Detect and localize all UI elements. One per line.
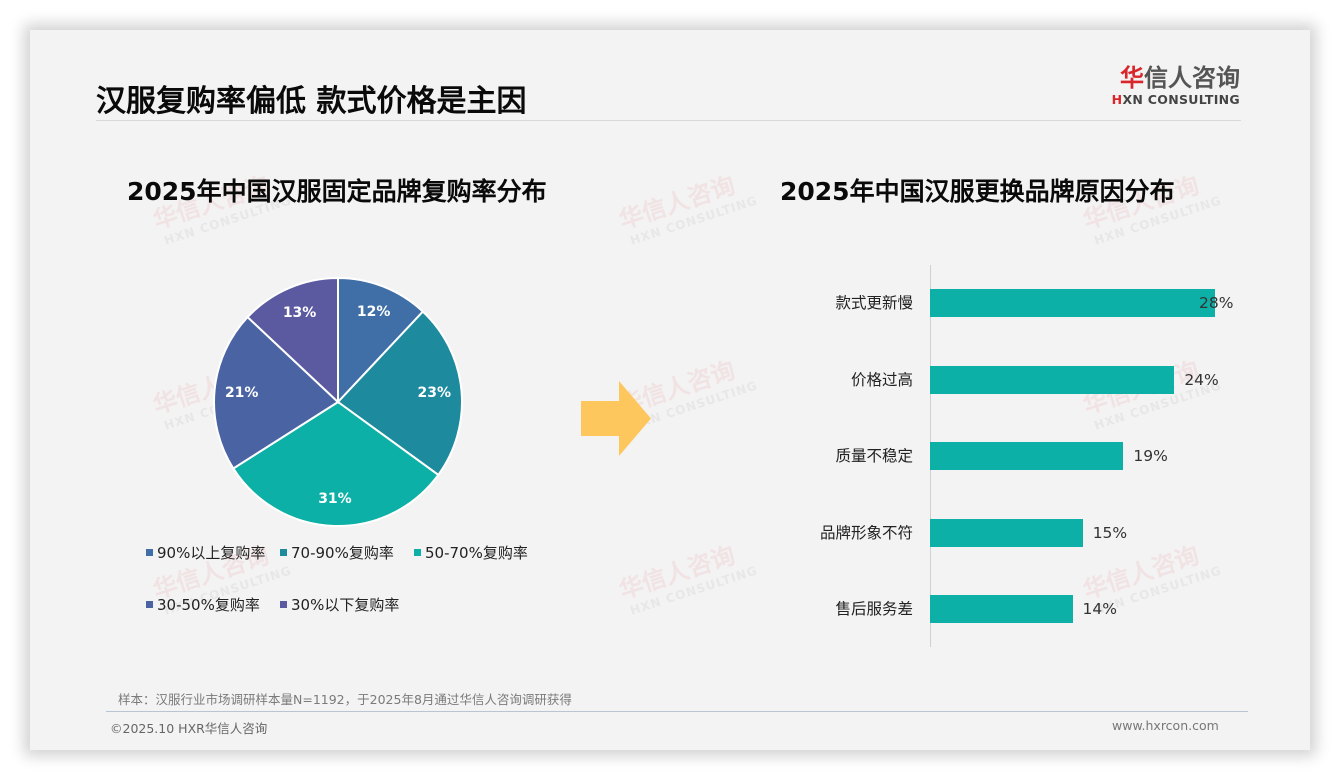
logo-chinese: 华信人咨询: [1120, 64, 1240, 92]
legend-item: 70-90%复购率: [280, 542, 394, 563]
legend-swatch: [280, 601, 287, 608]
right-arrow-icon: [581, 381, 651, 456]
bar-category-label: 售后服务差: [835, 600, 913, 618]
bar-row: 质量不稳定 19%: [790, 442, 1310, 470]
bar-row: 品牌形象不符 15%: [790, 519, 1310, 547]
pie-chart: 12% 23% 31% 21% 13%: [213, 276, 463, 528]
pie-slice-label: 31%: [318, 490, 352, 507]
bar-value-label: 19%: [1133, 447, 1168, 465]
pie-slice: [246, 276, 339, 405]
source-note: 样本：汉服行业市场调研样本量N=1192，于2025年8月通过华信人咨询调研获得: [118, 692, 572, 707]
bar-row: 价格过高 24%: [790, 366, 1310, 394]
bar: [930, 595, 1073, 623]
footer-divider: [106, 711, 1248, 712]
copyright: ©2025.10 HXR华信人咨询: [110, 721, 268, 736]
pie-slice-label: 23%: [417, 384, 452, 401]
bar-row: 售后服务差 14%: [790, 595, 1310, 623]
pie-slice: [337, 276, 425, 405]
bar-row: 款式更新慢 28%: [790, 289, 1310, 317]
pie-slice: [231, 400, 440, 528]
legend-item: 50-70%复购率: [414, 542, 528, 563]
legend-swatch: [146, 601, 153, 608]
bar-value-label: 15%: [1092, 524, 1128, 542]
legend-swatch: [280, 549, 287, 556]
legend-item: 90%以上复购率: [146, 542, 265, 563]
page-title: 汉服复购率偏低 款式价格是主因: [96, 84, 527, 119]
company-logo: 华信人咨询 HXN CONSULTING: [1110, 64, 1240, 107]
bar-category-label: 款式更新慢: [835, 294, 913, 312]
bar-value-label: 14%: [1082, 600, 1117, 618]
bar-category-label: 品牌形象不符: [819, 524, 913, 542]
bar: [930, 442, 1124, 470]
pie-chart-title: 2025年中国汉服固定品牌复购率分布: [127, 177, 547, 206]
legend-item: 30-50%复购率: [146, 594, 260, 615]
bar-value-label: 24%: [1184, 371, 1219, 389]
pie-chart-graphic: [213, 276, 463, 528]
pie-slice-label: 21%: [224, 384, 259, 401]
pie-slice: [336, 310, 463, 477]
logo-english: HXN CONSULTING: [1111, 92, 1240, 107]
pie-slice-label: 13%: [282, 305, 317, 322]
pie-slice-label: 12%: [356, 304, 391, 321]
bar-chart-title: 2025年中国汉服更换品牌原因分布: [780, 177, 1175, 206]
bar: [930, 519, 1083, 547]
bar: [930, 289, 1216, 317]
bar: [930, 366, 1175, 394]
bar-category-label: 价格过高: [850, 371, 913, 389]
legend-item: 30%以下复购率: [280, 594, 399, 615]
slide: 汉服复购率偏低 款式价格是主因 华信人咨询 HXN CONSULTING 华信人…: [30, 30, 1310, 750]
bar-value-label: 28%: [1199, 294, 1234, 312]
legend-swatch: [146, 549, 153, 556]
legend-swatch: [414, 549, 421, 556]
title-divider: [96, 120, 1241, 121]
website-link[interactable]: www.hxrcon.com: [1112, 718, 1219, 733]
bar-category-label: 质量不稳定: [835, 447, 913, 465]
pie-slice: [213, 315, 340, 470]
